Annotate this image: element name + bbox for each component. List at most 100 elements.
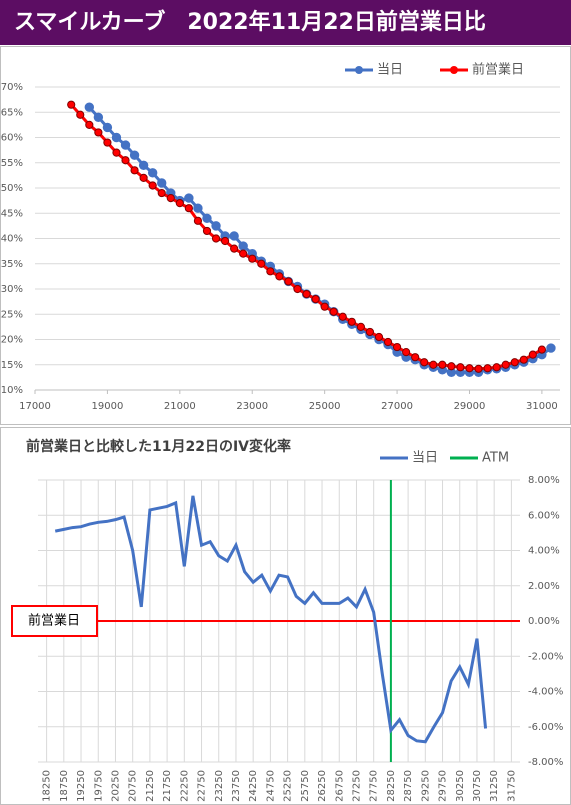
x-tick-label: 21000 [164, 401, 196, 412]
legend-label: 当日 [412, 451, 438, 466]
marker [483, 364, 492, 373]
x-tick-label: 20750 [128, 770, 139, 802]
marker [211, 221, 221, 231]
marker [365, 327, 375, 337]
marker [248, 254, 257, 263]
marker [429, 360, 438, 369]
marker [139, 173, 148, 182]
marker [94, 128, 103, 137]
marker [120, 140, 131, 150]
x-tick-label: 21750 [162, 770, 173, 802]
marker [202, 213, 212, 224]
x-tick-label: 25750 [300, 770, 311, 802]
marker [257, 259, 266, 268]
x-tick-label: 29000 [454, 401, 486, 412]
x-tick-label: 19250 [76, 770, 87, 802]
marker [157, 188, 166, 198]
x-tick-label: 29750 [438, 770, 449, 802]
x-tick-label: 24750 [265, 770, 276, 802]
marker [76, 110, 85, 119]
x-tick-label: 30250 [455, 770, 466, 802]
marker [138, 160, 149, 170]
marker [275, 272, 284, 281]
y-tick-label: 6.00% [528, 510, 560, 521]
marker [293, 284, 302, 294]
marker [84, 102, 95, 112]
annotation: 前営業日 [28, 613, 80, 629]
marker [347, 317, 356, 326]
marker [67, 100, 76, 109]
x-tick-label: 30750 [472, 770, 483, 802]
y-tick-label: 45% [1, 208, 23, 219]
marker [456, 363, 465, 372]
marker [193, 216, 203, 225]
legend-label: ATM [482, 451, 509, 466]
marker [311, 295, 320, 304]
x-tick-label: 19000 [92, 401, 124, 412]
chart-title: 前営業日と比較した11月22日のIV変化率 [26, 438, 291, 455]
marker [157, 178, 167, 188]
y-tick-label: -2.00% [528, 651, 563, 662]
x-tick-label: 29250 [420, 770, 431, 802]
marker [492, 363, 501, 372]
marker [392, 342, 402, 352]
annotation-box [11, 605, 98, 637]
x-tick-label: 27750 [369, 770, 380, 802]
y-tick-label: 50% [1, 183, 23, 194]
header-bar [0, 0, 571, 45]
y-tick-label: 30% [1, 284, 23, 295]
x-tick-label: 18750 [59, 770, 70, 802]
marker [546, 343, 556, 353]
y-tick-label: 35% [1, 259, 23, 270]
marker [474, 364, 483, 373]
x-tick-label: 27000 [381, 401, 413, 412]
y-tick-label: 65% [1, 107, 23, 118]
y-tick-label: 8.00% [528, 475, 560, 486]
y-tick-label: 0.00% [528, 616, 560, 627]
header-title: スマイルカーブ 2022年11月22日前営業日比 [14, 9, 486, 35]
marker [238, 241, 248, 251]
x-tick-label: 27250 [351, 770, 362, 802]
y-tick-label: 55% [1, 158, 23, 169]
x-tick-label: 18250 [42, 770, 53, 802]
legend-label: 当日 [377, 63, 403, 78]
marker [320, 302, 329, 311]
marker [130, 166, 139, 175]
marker [148, 181, 157, 190]
marker [230, 244, 239, 253]
y-tick-label: 20% [1, 335, 23, 346]
marker [447, 362, 456, 371]
x-tick-label: 22750 [197, 770, 208, 802]
marker [501, 360, 510, 369]
marker [438, 360, 447, 369]
marker [338, 312, 347, 321]
x-tick-label: 28250 [386, 770, 397, 802]
y-tick-label: 25% [1, 309, 23, 320]
marker [239, 249, 248, 258]
x-tick-label: 26750 [334, 770, 345, 802]
marker [465, 364, 474, 373]
marker [112, 148, 121, 157]
marker [302, 289, 311, 299]
y-tick-label: -8.00% [528, 757, 563, 768]
marker [93, 112, 104, 123]
marker [175, 199, 184, 208]
marker [402, 348, 411, 357]
y-tick-label: 60% [1, 133, 23, 144]
x-tick-label: 23250 [214, 770, 225, 802]
marker [374, 332, 384, 342]
x-tick-label: 31250 [489, 770, 500, 802]
marker [147, 168, 158, 178]
marker [519, 355, 528, 364]
marker [383, 337, 393, 347]
legend-marker [450, 66, 458, 74]
y-tick-label: 70% [1, 82, 23, 93]
x-tick-label: 20250 [110, 770, 121, 802]
y-tick-label: 15% [1, 360, 23, 371]
x-tick-label: 31000 [526, 401, 558, 412]
marker [537, 345, 546, 354]
marker [284, 277, 293, 286]
y-tick-label: 2.00% [528, 581, 560, 592]
x-tick-label: 21250 [145, 770, 156, 802]
